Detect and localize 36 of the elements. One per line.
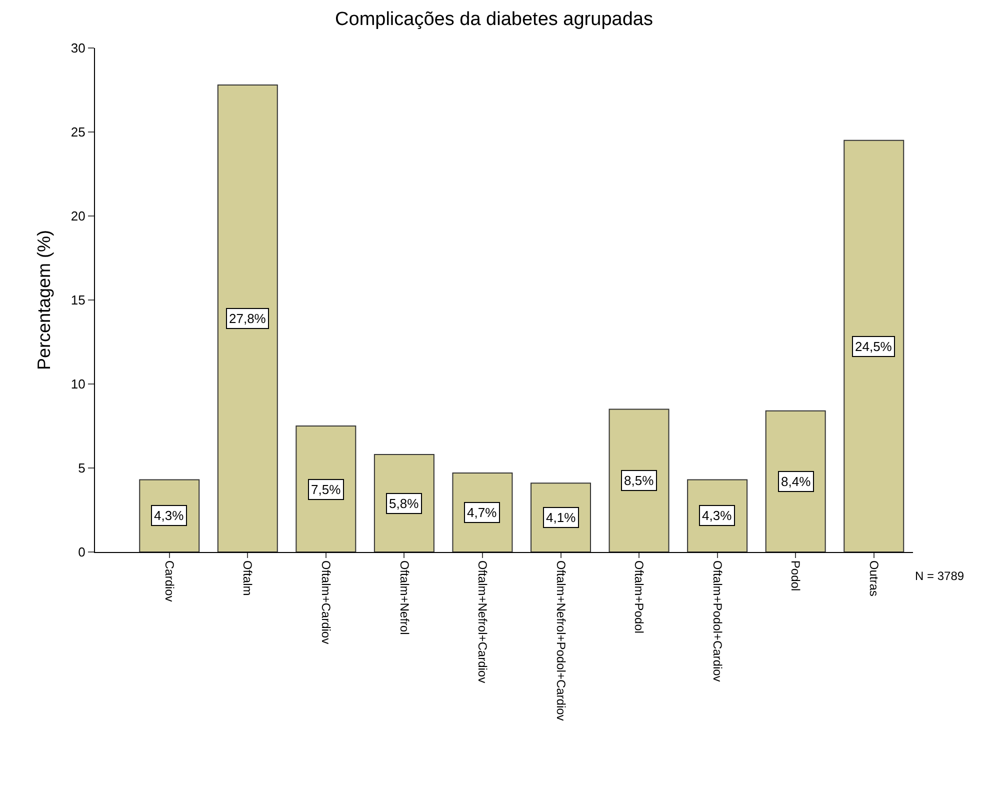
x-tick-label: Oftalm+Podol+Cardiov (710, 560, 724, 682)
y-axis-title: Percentagem (%) (34, 230, 54, 370)
data-label: 8,5% (624, 473, 654, 488)
data-label: 4,3% (702, 508, 732, 523)
y-tick-label: 20 (70, 208, 86, 224)
y-tick-label: 0 (78, 544, 86, 560)
text: N = 3789 (915, 569, 964, 583)
bar (296, 426, 356, 552)
y-tick-label: 15 (70, 292, 86, 308)
bar (844, 140, 904, 552)
chart-title: Complicações da diabetes agrupadas (335, 9, 653, 30)
bar (217, 84, 278, 552)
y-tick-label: 5 (78, 460, 86, 476)
data-label: 4,1% (546, 510, 576, 525)
x-tick-label: Oftalm+Nefrol (397, 560, 412, 635)
x-tick-label: Podol (788, 560, 803, 592)
data-label: 7,5% (311, 482, 342, 497)
bar (765, 410, 826, 552)
x-tick-label: Oftalm (240, 560, 255, 596)
bar (374, 454, 434, 552)
x-tick-label: Oftalm+Nefrol+Cardiov (476, 560, 490, 684)
x-tick-label: Cardiov (162, 560, 176, 602)
y-tick-label: 30 (70, 40, 86, 56)
x-tick-label: Oftalm+Cardiov (319, 560, 334, 644)
data-label: 8,4% (781, 474, 812, 489)
data-label: 24,5% (855, 339, 892, 354)
x-tick-label: Oftalm+Nefrol+Podol+Cardiov (554, 560, 568, 721)
data-label: 5,8% (389, 496, 420, 511)
data-label: 4,3% (154, 508, 184, 523)
x-tick-label: Oftalm+Podol (632, 560, 646, 634)
data-label: 27,8% (229, 311, 266, 326)
y-tick-label: 10 (70, 376, 86, 392)
bar (608, 408, 670, 552)
data-label: 4,7% (467, 505, 498, 520)
y-tick-label: 25 (70, 124, 86, 140)
x-tick-label: Outras (866, 560, 881, 596)
